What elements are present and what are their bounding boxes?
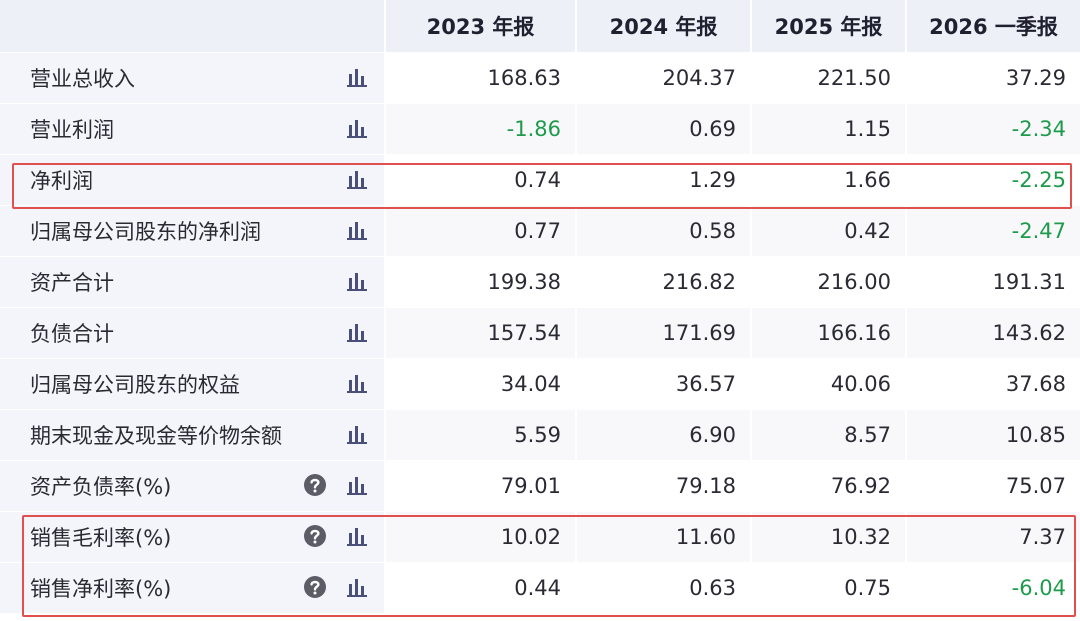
chart-icon[interactable] bbox=[346, 168, 368, 190]
header-corner bbox=[0, 0, 384, 52]
value-cell: 168.63 bbox=[487, 66, 561, 90]
row-label: 负债合计 bbox=[0, 308, 384, 358]
value-cell: 10.02 bbox=[386, 512, 575, 562]
chart-icon[interactable] bbox=[346, 474, 368, 496]
chart-icon[interactable] bbox=[346, 117, 368, 139]
value-cell: -2.47 bbox=[907, 206, 1080, 256]
row-label: 归属母公司股东的净利润 bbox=[0, 206, 384, 256]
value-cell: 221.50 bbox=[817, 66, 891, 90]
chart-icon[interactable] bbox=[346, 525, 368, 547]
value-cell: 216.82 bbox=[662, 270, 736, 294]
value-cell: 166.16 bbox=[752, 308, 905, 358]
value-cell: 37.68 bbox=[1005, 372, 1066, 396]
chart-icon[interactable] bbox=[346, 321, 368, 343]
row-label: 资产合计 bbox=[0, 257, 384, 307]
chart-icon[interactable] bbox=[346, 270, 368, 292]
value-cell: 0.77 bbox=[386, 206, 575, 256]
value-cell: 0.74 bbox=[514, 168, 561, 192]
chart-icon[interactable] bbox=[346, 219, 368, 241]
value-cell: 1.29 bbox=[689, 168, 736, 192]
value-cell: 0.44 bbox=[514, 576, 561, 600]
help-icon[interactable] bbox=[303, 473, 327, 497]
value-cell: 10.32 bbox=[752, 512, 905, 562]
value-cell: 75.07 bbox=[1005, 474, 1066, 498]
value-cell: 36.57 bbox=[675, 372, 736, 396]
value-cell: 0.69 bbox=[577, 104, 750, 154]
chart-icon[interactable] bbox=[346, 576, 368, 598]
value-cell: 10.85 bbox=[907, 410, 1080, 460]
value-cell: 0.58 bbox=[577, 206, 750, 256]
value-cell: 143.62 bbox=[907, 308, 1080, 358]
row-label: 归属母公司股东的权益 bbox=[0, 359, 384, 409]
value-cell: 7.37 bbox=[907, 512, 1080, 562]
value-cell: 1.15 bbox=[752, 104, 905, 154]
value-cell: 5.59 bbox=[386, 410, 575, 460]
value-cell: 8.57 bbox=[752, 410, 905, 460]
value-cell: 0.63 bbox=[689, 576, 736, 600]
chart-icon[interactable] bbox=[346, 423, 368, 445]
chart-icon[interactable] bbox=[346, 372, 368, 394]
value-cell: -1.86 bbox=[386, 104, 575, 154]
value-cell: -2.25 bbox=[1011, 168, 1066, 192]
highlight-box bbox=[22, 515, 1076, 617]
column-header: 2024 年报 bbox=[577, 0, 750, 52]
value-cell: 1.66 bbox=[844, 168, 891, 192]
value-cell: 204.37 bbox=[662, 66, 736, 90]
row-label: 营业总收入 bbox=[0, 53, 384, 103]
value-cell: 40.06 bbox=[830, 372, 891, 396]
value-cell: 34.04 bbox=[500, 372, 561, 396]
value-cell: 79.01 bbox=[500, 474, 561, 498]
value-cell: 157.54 bbox=[386, 308, 575, 358]
value-cell: 0.42 bbox=[752, 206, 905, 256]
column-header: 2026 一季报 bbox=[907, 0, 1080, 52]
column-header: 2025 年报 bbox=[752, 0, 905, 52]
value-cell: -2.34 bbox=[907, 104, 1080, 154]
value-cell: 199.38 bbox=[487, 270, 561, 294]
value-cell: 216.00 bbox=[817, 270, 891, 294]
value-cell: 191.31 bbox=[992, 270, 1066, 294]
value-cell: 79.18 bbox=[675, 474, 736, 498]
help-icon[interactable] bbox=[303, 524, 327, 548]
value-cell: 171.69 bbox=[577, 308, 750, 358]
value-cell: 37.29 bbox=[1005, 66, 1066, 90]
value-cell: 0.75 bbox=[844, 576, 891, 600]
row-label: 期末现金及现金等价物余额 bbox=[0, 410, 384, 460]
highlight-box bbox=[12, 163, 1072, 209]
help-icon[interactable] bbox=[303, 575, 327, 599]
value-cell: 6.90 bbox=[577, 410, 750, 460]
row-label: 营业利润 bbox=[0, 104, 384, 154]
value-cell: 11.60 bbox=[577, 512, 750, 562]
value-cell: 76.92 bbox=[830, 474, 891, 498]
column-header: 2023 年报 bbox=[386, 0, 575, 52]
chart-icon[interactable] bbox=[346, 66, 368, 88]
value-cell: -6.04 bbox=[1011, 576, 1066, 600]
